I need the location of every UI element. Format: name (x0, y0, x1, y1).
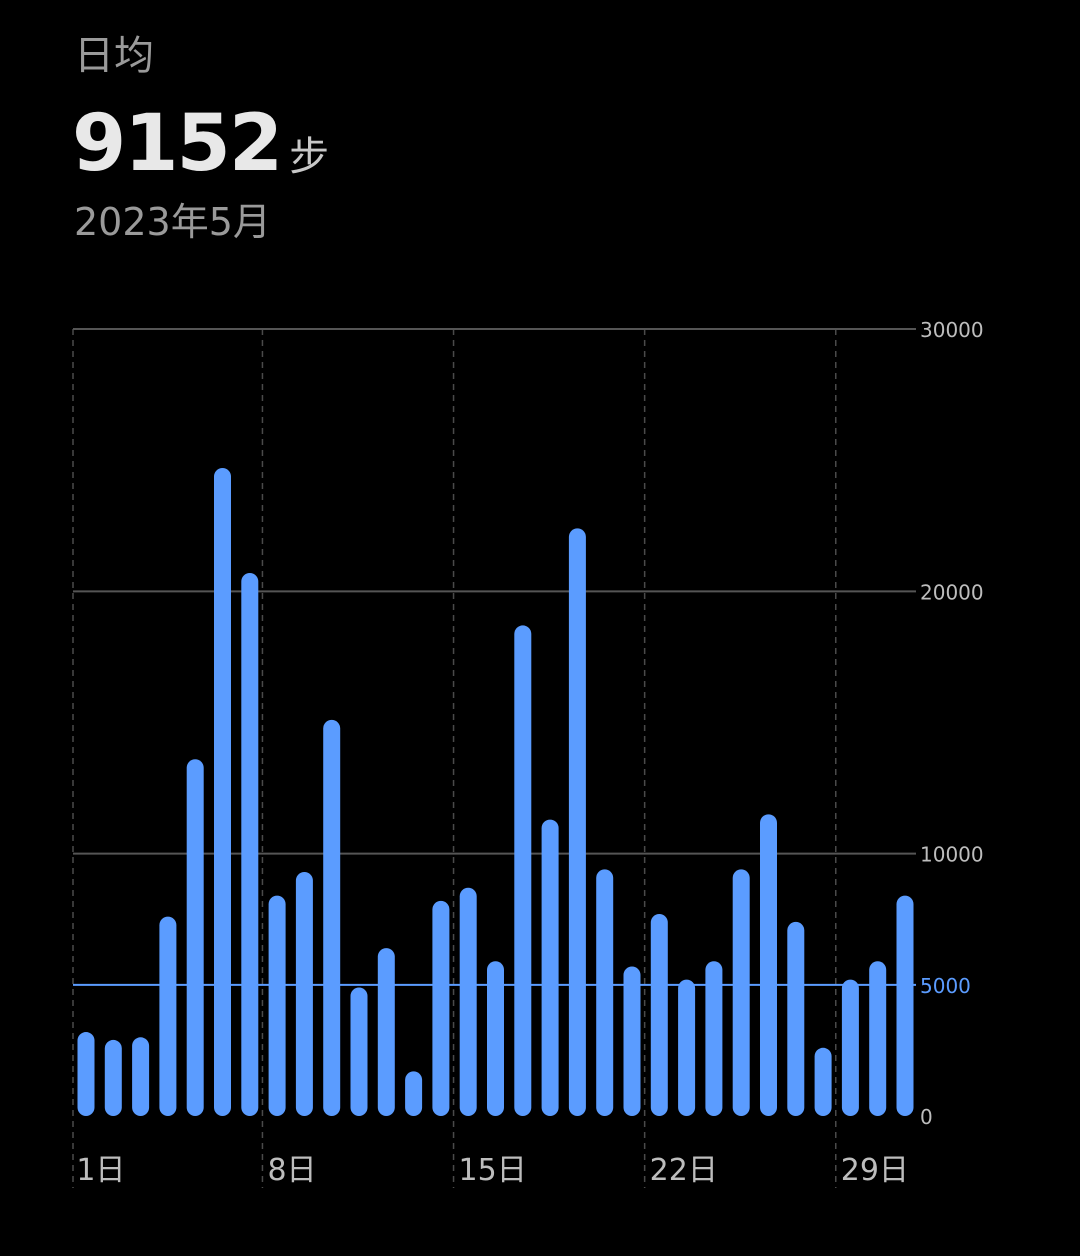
bar-day-31 (897, 896, 914, 1116)
bar-day-1 (78, 1032, 95, 1116)
bar-day-15 (460, 888, 477, 1116)
y-tick-label: 0 (920, 1105, 933, 1129)
bar-day-18 (542, 820, 559, 1116)
bar-day-2 (105, 1040, 122, 1116)
bar-day-26 (760, 814, 777, 1116)
bar-day-17 (514, 625, 531, 1116)
bar-day-8 (269, 896, 286, 1116)
bar-day-29 (842, 980, 859, 1116)
x-tick-label: 22日 (650, 1153, 718, 1188)
bar-day-23 (678, 980, 695, 1116)
bar-day-22 (651, 914, 668, 1116)
bar-day-5 (187, 759, 204, 1116)
bar-day-13 (405, 1071, 422, 1116)
bar-day-3 (132, 1037, 149, 1116)
bar-day-4 (159, 917, 176, 1116)
bar-day-12 (378, 948, 395, 1116)
bar-day-10 (323, 720, 340, 1116)
x-tick-label: 8日 (267, 1153, 316, 1188)
bar-day-6 (214, 468, 231, 1116)
bar-day-20 (596, 869, 613, 1116)
bar-day-27 (787, 922, 804, 1116)
y-tick-label: 30000 (920, 318, 984, 342)
goal-line-label: 5000 (920, 974, 971, 998)
bar-day-9 (296, 872, 313, 1116)
x-tick-label: 15日 (459, 1153, 527, 1188)
bar-day-21 (624, 966, 641, 1116)
x-tick-label: 1日 (76, 1153, 125, 1188)
y-tick-label: 20000 (920, 580, 984, 604)
bar-day-19 (569, 528, 586, 1116)
y-tick-label: 10000 (920, 843, 984, 867)
bar-day-7 (241, 573, 258, 1116)
bar-day-25 (733, 869, 750, 1116)
x-tick-label: 29日 (841, 1153, 909, 1188)
bar-day-14 (432, 901, 449, 1116)
bar-day-11 (351, 987, 368, 1116)
bar-day-28 (815, 1048, 832, 1116)
